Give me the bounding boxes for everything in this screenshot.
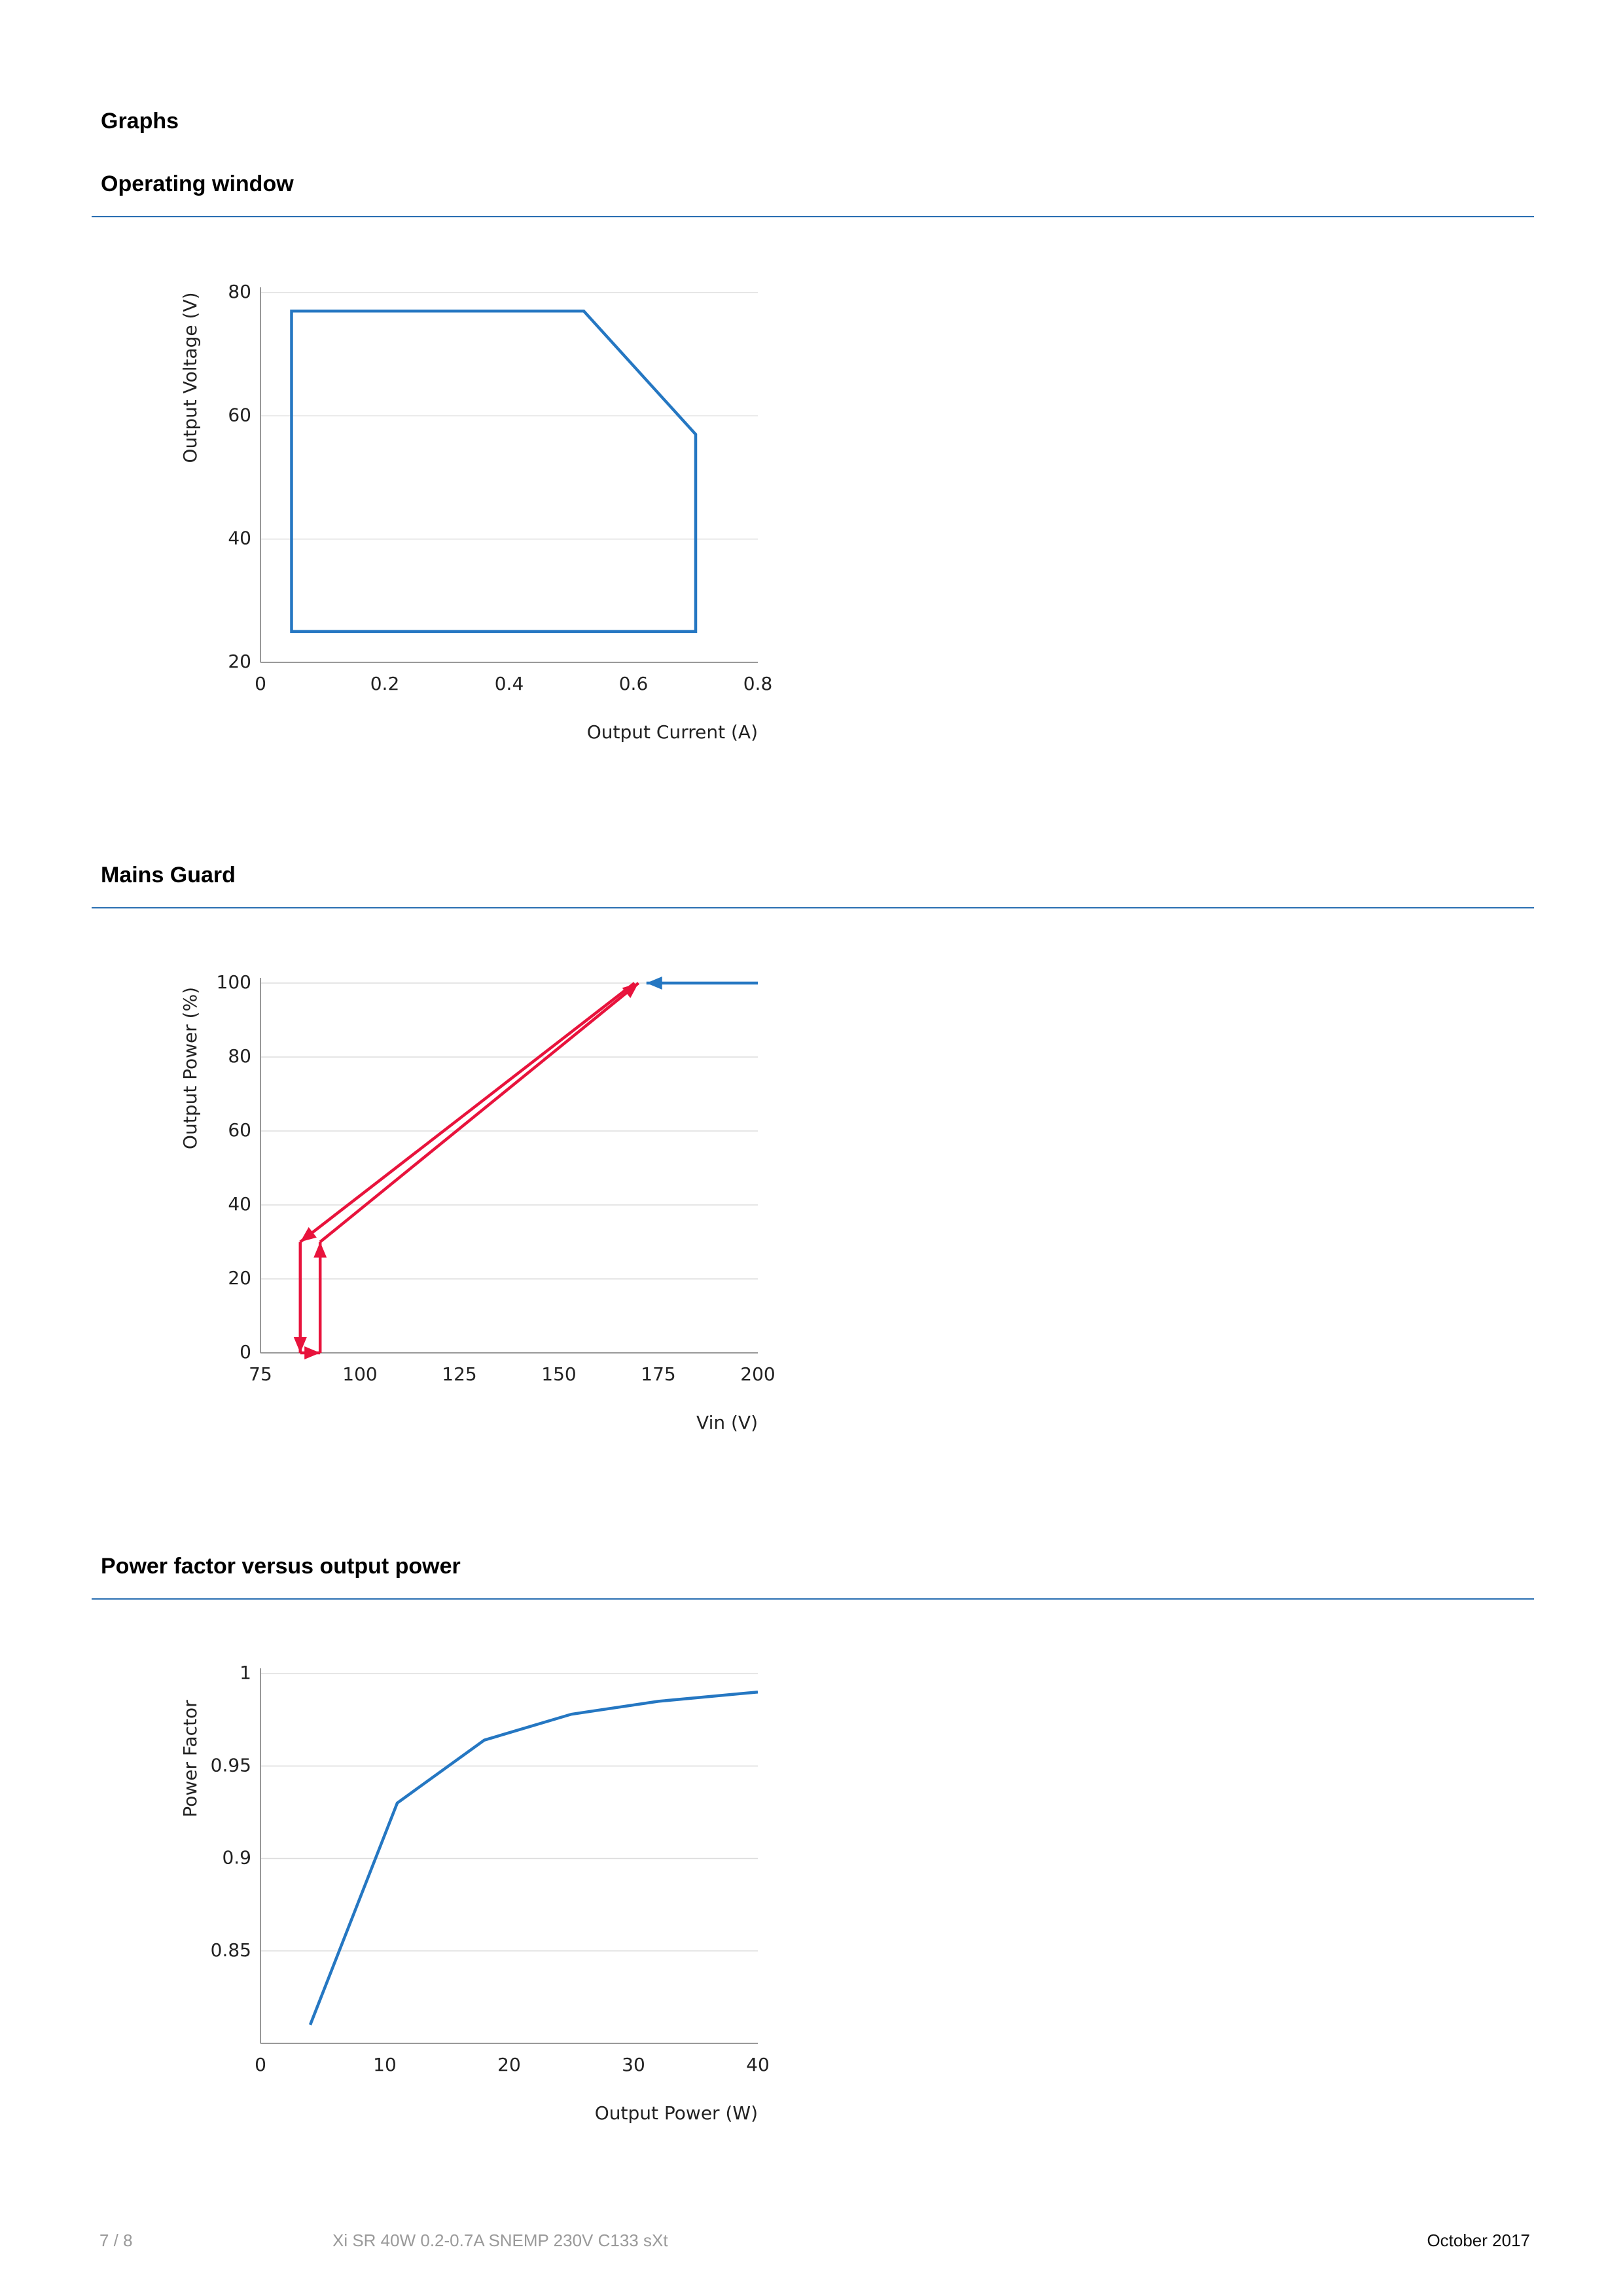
chart-mains-guard: 0 20 40 60 80 100 75 100 125 150 175 200 Vin (V) Outp… <box>179 971 776 1433</box>
series-line <box>290 310 698 634</box>
x-tick-label: 30 <box>622 2054 645 2075</box>
arrowhead-marker <box>622 983 639 998</box>
series-line <box>308 1691 758 2026</box>
x-tick-label: 75 <box>249 1363 272 1385</box>
x-tick-label: 0.6 <box>619 673 649 694</box>
arrowhead-marker <box>293 1337 307 1353</box>
x-tick-label: 20 <box>497 2054 521 2075</box>
y-tick-label: 60 <box>228 404 251 425</box>
x-tick-label: 0 <box>255 673 266 694</box>
footer-date: October 2017 <box>1427 2231 1530 2250</box>
y-tick-label: 1 <box>240 1662 251 1683</box>
series-line <box>319 982 640 1244</box>
x-tick-label: 0.8 <box>743 673 773 694</box>
x-tick-label: 100 <box>342 1363 377 1385</box>
section-title-mains-guard: Mains Guard <box>101 863 236 888</box>
page-heading: Graphs <box>101 109 179 134</box>
x-tick-label: 125 <box>442 1363 476 1385</box>
arrowhead-marker <box>646 977 662 990</box>
y-tick-label: 0.9 <box>222 1847 251 1869</box>
arrowhead-marker <box>313 1242 327 1258</box>
arrowhead-marker <box>300 1227 317 1242</box>
y-tick-label: 0.95 <box>211 1754 251 1776</box>
section-divider <box>92 907 1534 908</box>
y-tick-label: 0 <box>240 1341 251 1363</box>
x-tick-label: 200 <box>740 1363 775 1385</box>
footer-product-name: Xi SR 40W 0.2-0.7A SNEMP 230V C133 sXt <box>332 2231 668 2250</box>
y-tick-label: 40 <box>228 1193 251 1215</box>
x-tick-label: 0.2 <box>370 673 400 694</box>
y-axis-label: Power Factor <box>179 1700 201 1818</box>
x-tick-label: 0 <box>255 2054 266 2075</box>
section-divider <box>92 1598 1534 1600</box>
y-tick-label: 100 <box>217 971 251 993</box>
y-axis-label: Output Power (%) <box>179 987 201 1149</box>
section-title-operating-window: Operating window <box>101 171 294 196</box>
chart-operating-window: 20 40 60 80 0 0.2 0.4 0.6 0.8 Output Current (A) O… <box>179 281 773 743</box>
x-axis-label: Output Power (W) <box>595 2102 758 2124</box>
x-tick-label: 10 <box>373 2054 397 2075</box>
x-axis-label: Vin (V) <box>696 1412 758 1433</box>
footer-page-number: 7 / 8 <box>99 2231 133 2250</box>
y-tick-label: 80 <box>228 281 251 302</box>
y-tick-label: 80 <box>228 1045 251 1067</box>
y-axis-label: Output Voltage (V) <box>179 292 201 463</box>
series-line <box>299 982 635 1244</box>
arrowhead-marker <box>304 1346 321 1359</box>
x-tick-label: 40 <box>746 2054 770 2075</box>
y-tick-label: 20 <box>228 651 251 672</box>
x-tick-label: 150 <box>541 1363 576 1385</box>
x-tick-label: 175 <box>641 1363 675 1385</box>
section-title-power-factor: Power factor versus output power <box>101 1554 461 1579</box>
x-tick-label: 0.4 <box>495 673 524 694</box>
y-tick-label: 60 <box>228 1119 251 1141</box>
y-tick-label: 20 <box>228 1267 251 1289</box>
x-axis-label: Output Current (A) <box>587 721 758 743</box>
y-tick-label: 40 <box>228 528 251 549</box>
section-divider <box>92 216 1534 217</box>
y-tick-label: 0.85 <box>211 1939 251 1961</box>
